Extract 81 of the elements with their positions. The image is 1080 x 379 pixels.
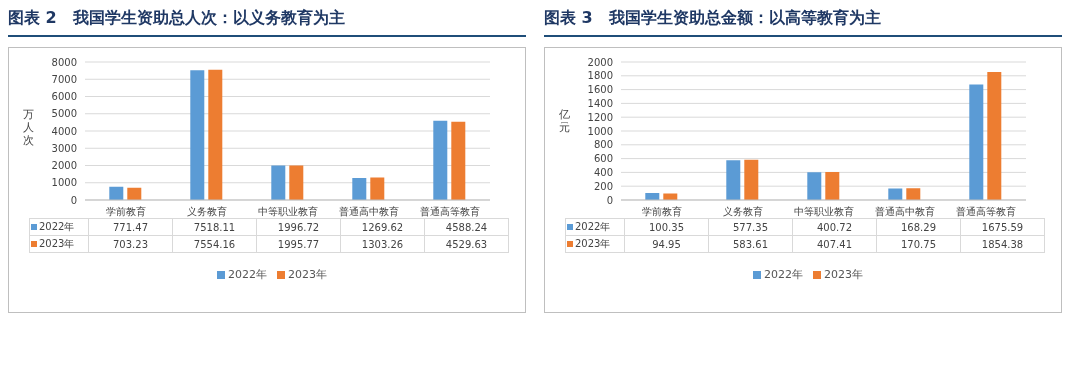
bar — [109, 186, 124, 200]
data-label: 577.35 — [708, 218, 793, 236]
y-axis-title: 万人次 — [23, 108, 35, 147]
x-tick-label: 普通高中教育 — [338, 206, 399, 218]
y-tick-label: 5000 — [51, 108, 77, 120]
x-tick-label: 学前教育 — [641, 206, 682, 218]
data-label: 407.41 — [792, 235, 877, 253]
data-label: 1675.59 — [960, 218, 1045, 236]
y-tick-label: 1000 — [587, 125, 613, 137]
bar — [744, 159, 759, 200]
y-tick-label: 0 — [70, 194, 77, 206]
bar — [807, 172, 822, 200]
y-tick-label: 400 — [593, 166, 613, 178]
data-label: 1995.77 — [256, 235, 341, 253]
y-tick-label: 6000 — [51, 91, 77, 103]
legend-label: 2022年 — [29, 218, 89, 236]
text: 2023年 — [288, 268, 327, 281]
x-tick-label: 普通高中教育 — [874, 206, 935, 218]
y-tick-label: 800 — [593, 139, 613, 151]
data-label: 400.72 — [792, 218, 877, 236]
text: 2022年 — [764, 268, 803, 281]
data-label: 703.23 — [88, 235, 173, 253]
x-tick-label: 中等职业教育 — [257, 206, 318, 218]
chart-title: 图表 3 我国学生资助总金额：以高等教育为主 — [544, 8, 1062, 37]
data-label: 7518.11 — [172, 218, 257, 236]
text: 2022年 — [228, 268, 267, 281]
bar — [352, 178, 367, 200]
y-tick-label: 2000 — [51, 160, 77, 172]
bar — [663, 193, 678, 200]
data-label: 1269.62 — [340, 218, 425, 236]
bar — [271, 165, 286, 200]
x-tick-label: 普通高等教育 — [955, 206, 1016, 218]
legend-label: 2023年 — [29, 235, 89, 253]
data-label: 100.35 — [624, 218, 709, 236]
text: 2023年 — [824, 268, 863, 281]
bar — [888, 188, 903, 200]
y-tick-label: 200 — [593, 180, 613, 192]
bar — [433, 120, 448, 200]
x-tick-label: 义务教育 — [722, 206, 763, 218]
x-tick-label: 普通高等教育 — [419, 206, 480, 218]
x-tick-label: 义务教育 — [186, 206, 227, 218]
data-label: 7554.16 — [172, 235, 257, 253]
x-tick-label: 学前教育 — [105, 206, 146, 218]
data-label: 4529.63 — [424, 235, 509, 253]
chart-title: 图表 2 我国学生资助总人次：以义务教育为主 — [8, 8, 526, 37]
y-tick-label: 1400 — [587, 97, 613, 109]
y-tick-label: 8000 — [51, 56, 77, 68]
y-tick-label: 0 — [606, 194, 613, 206]
y-tick-label: 2000 — [587, 56, 613, 68]
y-tick-label: 3000 — [51, 142, 77, 154]
data-label: 1303.26 — [340, 235, 425, 253]
data-label: 1996.72 — [256, 218, 341, 236]
data-label: 583.61 — [708, 235, 793, 253]
y-tick-label: 1800 — [587, 70, 613, 82]
bar — [289, 165, 304, 200]
data-label: 771.47 — [88, 218, 173, 236]
bar — [825, 171, 840, 200]
y-axis-title: 亿元 — [559, 108, 571, 134]
y-tick-label: 1000 — [51, 177, 77, 189]
data-label: 1854.38 — [960, 235, 1045, 253]
bar — [190, 70, 205, 200]
x-tick-label: 中等职业教育 — [793, 206, 854, 218]
legend-label: 2023年 — [565, 235, 625, 253]
bar — [987, 72, 1002, 200]
bar — [370, 177, 385, 200]
y-tick-label: 1600 — [587, 84, 613, 96]
data-label: 168.29 — [876, 218, 961, 236]
bar — [208, 69, 223, 200]
legend-label: 2022年 — [565, 218, 625, 236]
y-tick-label: 4000 — [51, 125, 77, 137]
bar — [906, 188, 921, 200]
bar — [451, 121, 466, 200]
bar — [127, 187, 142, 200]
data-label: 4588.24 — [424, 218, 509, 236]
bar — [969, 84, 984, 200]
y-tick-label: 1200 — [587, 111, 613, 123]
data-label: 170.75 — [876, 235, 961, 253]
data-label: 94.95 — [624, 235, 709, 253]
bar — [726, 160, 741, 200]
y-tick-label: 600 — [593, 153, 613, 165]
y-tick-label: 7000 — [51, 73, 77, 85]
